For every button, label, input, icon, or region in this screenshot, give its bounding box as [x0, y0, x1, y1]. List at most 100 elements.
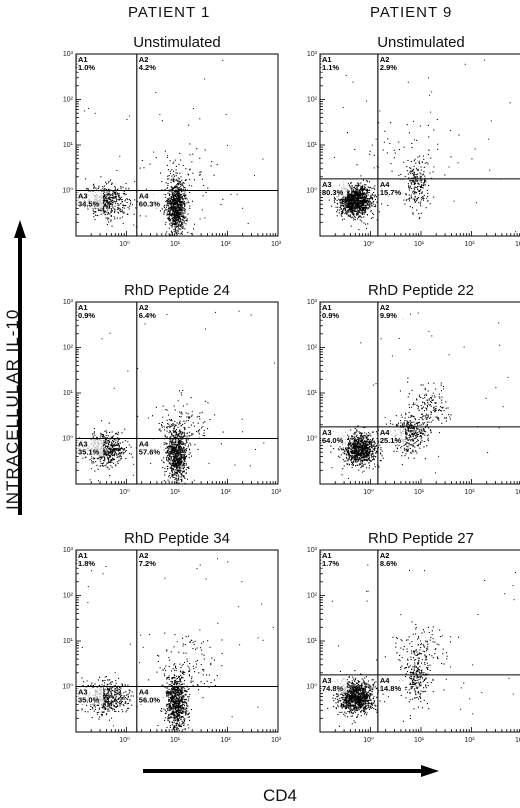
y-tick-label: 10¹ — [307, 142, 318, 149]
quadrant-label-a1: A11.1% — [321, 55, 347, 72]
quadrant-id: A2 — [139, 551, 149, 560]
quadrant-label-background — [77, 303, 103, 320]
quadrant-percent: 7.2% — [139, 559, 156, 568]
quadrant-label-background — [137, 439, 164, 457]
quadrant-label-background — [321, 551, 347, 568]
panel-title: Unstimulated — [377, 34, 465, 51]
x-tick-label: 10⁰ — [119, 488, 130, 496]
quadrant-label-a2: A22.9% — [378, 55, 405, 72]
population-cluster — [398, 646, 432, 722]
quadrant-id: A4 — [380, 180, 390, 189]
quadrant-percent: 35.1% — [78, 448, 100, 457]
y-tick-label: 10³ — [63, 547, 74, 554]
quadrant-percent: 64.0% — [322, 436, 344, 445]
scatter-panel-1: Unstimulated 10⁰ 10¹ 10² 10³ 10³ 10² 10¹ 10⁰ A1 1.… — [48, 34, 298, 279]
quadrant-label-background — [321, 55, 347, 72]
quadrant-label-background — [137, 191, 164, 209]
x-axis-label: CD4 — [263, 786, 298, 805]
quadrant-percent: 4.2% — [139, 63, 156, 72]
quadrant-label-background — [378, 675, 405, 693]
quadrant-id: A4 — [380, 676, 390, 685]
quadrant-id: A3 — [322, 180, 332, 189]
quadrant-id: A1 — [78, 55, 88, 64]
scatter-panel-6: RhD Peptide 27 10⁰ 10¹ 10² 10³ 10³ 10² 10¹ 10⁰ A1… — [292, 530, 520, 775]
x-tick-label: 10⁰ — [119, 240, 130, 248]
quadrant-id: A4 — [380, 428, 390, 437]
quadrant-label-a1: A10.9% — [77, 303, 103, 320]
quadrant-percent: 34.5% — [78, 200, 100, 209]
y-tick-label: 10¹ — [307, 390, 318, 397]
quadrant-label-a2: A27.2% — [137, 551, 164, 568]
y-tick-label: 10² — [307, 345, 318, 352]
quadrant-label-a2: A26.4% — [137, 303, 164, 320]
y-tick-label: 10⁰ — [306, 187, 317, 195]
quadrant-percent: 57.6% — [139, 448, 161, 457]
x-tick-label: 10² — [464, 241, 475, 248]
x-axis-arrow — [143, 765, 439, 777]
population-cluster — [137, 389, 224, 460]
quadrant-percent: 60.3% — [139, 200, 161, 209]
y-tick-label: 10¹ — [63, 142, 74, 149]
quadrant-id: A3 — [322, 676, 332, 685]
x-tick-label: 10⁰ — [363, 736, 374, 744]
x-tick-label: 10³ — [271, 737, 282, 744]
population-cluster — [399, 377, 452, 436]
quadrant-label-a1: A10.9% — [321, 303, 347, 320]
scatter-plot: 10⁰ 10¹ 10² 10³ 10³ 10² 10¹ 10⁰ A11.0% A24.2% A334… — [62, 51, 281, 248]
x-tick-label: 10³ — [515, 241, 520, 248]
quadrant-label-a2: A29.9% — [378, 303, 405, 320]
y-tick-label: 10² — [63, 593, 74, 600]
y-tick-label: 10³ — [63, 299, 74, 306]
y-tick-label: 10¹ — [63, 638, 74, 645]
quadrant-percent: 1.0% — [78, 63, 95, 72]
y-axis-arrow — [14, 220, 26, 515]
y-tick-label: 10³ — [307, 547, 318, 554]
y-tick-label: 10¹ — [63, 390, 74, 397]
x-tick-label: 10² — [220, 737, 231, 744]
scatter-points — [78, 310, 275, 484]
quadrant-label-background — [378, 551, 405, 568]
y-tick-label: 10³ — [63, 51, 74, 58]
quadrant-percent: 6.4% — [139, 311, 156, 320]
scatter-panel-2: Unstimulated 10⁰ 10¹ 10² 10³ 10³ 10² 10¹ 10⁰ A11.… — [292, 34, 520, 279]
y-tick-label: 10² — [63, 97, 74, 104]
panel-title: RhD Peptide 34 — [124, 530, 230, 547]
quadrant-id: A3 — [78, 440, 88, 449]
y-tick-label: 10² — [63, 345, 74, 352]
scatter-points — [78, 558, 274, 732]
quadrant-label-background — [378, 427, 405, 445]
y-tick-label: 10⁰ — [306, 683, 317, 691]
scatter-points — [330, 312, 509, 479]
y-tick-label: 10⁰ — [62, 683, 73, 691]
x-tick-label: 10⁰ — [363, 488, 374, 496]
quadrant-percent: 35.0% — [78, 696, 100, 705]
quadrant-label-background — [137, 551, 164, 568]
y-tick-label: 10² — [307, 97, 318, 104]
axis-ticks — [75, 551, 277, 733]
column-header-patient-1: PATIENT 1 — [128, 4, 211, 21]
quadrant-percent: 56.0% — [139, 696, 161, 705]
quadrant-id: A4 — [139, 192, 149, 201]
x-tick-label: 10⁰ — [363, 240, 374, 248]
y-axis-label: INTRACELLULAR IL-10 — [3, 308, 22, 510]
quadrant-label-background — [77, 439, 103, 457]
population-cluster — [159, 165, 196, 236]
scatter-plot: 10⁰ 10¹ 10² 10³ 10³ 10² 10¹ 10⁰ A11.1% A22.9% A380… — [306, 51, 520, 248]
population-cluster — [400, 149, 435, 220]
x-tick-label: 10⁰ — [119, 736, 130, 744]
quadrant-label-a2: A28.6% — [378, 551, 405, 568]
plot-frame — [75, 549, 279, 733]
x-tick-label: 10¹ — [170, 241, 181, 248]
quadrant-id: A4 — [139, 688, 149, 697]
quadrant-label-background — [137, 55, 164, 72]
scatter-points — [327, 564, 516, 727]
quadrant-label-background — [137, 687, 164, 705]
scatter-plot: 10⁰ 10¹ 10² 10³ 10³ 10² 10¹ 10⁰ A11.7% A28.6% A374… — [306, 547, 520, 744]
